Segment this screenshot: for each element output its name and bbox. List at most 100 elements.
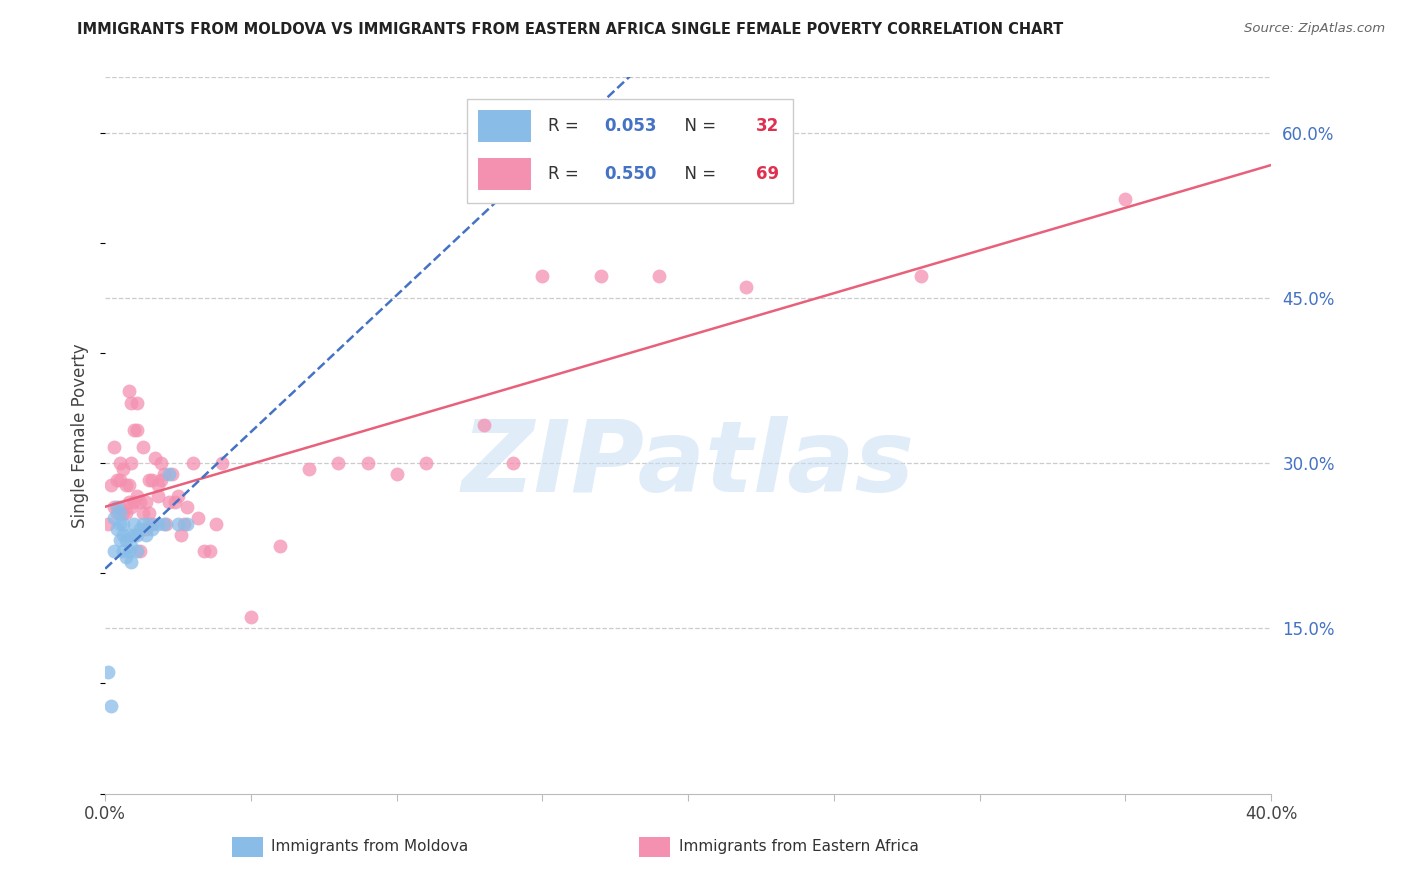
Point <box>103 500 125 515</box>
Text: N =: N = <box>675 165 721 183</box>
Point <box>138 516 160 531</box>
Point <box>146 489 169 503</box>
Text: 0.550: 0.550 <box>605 165 657 183</box>
Point <box>103 511 125 525</box>
Point <box>132 506 155 520</box>
Point <box>124 516 146 531</box>
Point <box>108 473 131 487</box>
Point <box>117 494 139 508</box>
Point <box>129 544 152 558</box>
Text: 32: 32 <box>756 117 779 136</box>
Point <box>100 478 122 492</box>
Point <box>127 489 149 503</box>
Point <box>328 456 350 470</box>
Bar <box>478 158 531 190</box>
Text: Immigrants from Moldova: Immigrants from Moldova <box>271 839 468 855</box>
Point <box>120 555 142 569</box>
Point <box>165 494 187 508</box>
FancyBboxPatch shape <box>467 99 793 202</box>
Point <box>735 280 758 294</box>
Text: R =: R = <box>548 165 585 183</box>
Point <box>114 506 136 520</box>
Point <box>135 522 157 536</box>
Point <box>211 456 233 470</box>
Point <box>157 467 180 482</box>
Point <box>589 268 612 283</box>
Point <box>472 417 495 432</box>
Point <box>502 456 524 470</box>
Point <box>155 516 177 531</box>
Point <box>135 494 157 508</box>
Text: R =: R = <box>548 117 585 136</box>
Point <box>152 467 174 482</box>
Point <box>120 456 142 470</box>
Point <box>117 527 139 541</box>
Point <box>120 500 142 515</box>
Point <box>146 516 169 531</box>
Point <box>176 516 198 531</box>
Text: Source: ZipAtlas.com: Source: ZipAtlas.com <box>1244 22 1385 36</box>
Point <box>176 500 198 515</box>
Point <box>124 423 146 437</box>
Point <box>167 489 190 503</box>
Point <box>117 384 139 399</box>
Point <box>111 461 134 475</box>
Point <box>146 478 169 492</box>
Point <box>141 473 163 487</box>
Point <box>108 506 131 520</box>
Point <box>173 516 195 531</box>
Point <box>648 268 671 283</box>
Point <box>127 395 149 409</box>
Point <box>181 456 204 470</box>
Point <box>105 522 128 536</box>
Text: N =: N = <box>675 117 721 136</box>
Point <box>385 467 408 482</box>
Point <box>97 516 120 531</box>
Point <box>157 494 180 508</box>
Point <box>143 450 166 465</box>
Point <box>111 516 134 531</box>
Point <box>127 423 149 437</box>
Point <box>105 506 128 520</box>
Text: 0.053: 0.053 <box>605 117 657 136</box>
Point <box>105 500 128 515</box>
Point <box>127 527 149 541</box>
Point <box>114 478 136 492</box>
Point <box>141 516 163 531</box>
Point <box>298 461 321 475</box>
Point <box>108 516 131 531</box>
Point <box>193 544 215 558</box>
Point <box>124 494 146 508</box>
Point <box>910 268 932 283</box>
Point <box>149 456 172 470</box>
Point <box>132 440 155 454</box>
Bar <box>478 110 531 142</box>
Point <box>127 544 149 558</box>
Point <box>356 456 378 470</box>
Point <box>167 516 190 531</box>
Point <box>103 544 125 558</box>
Point <box>1114 192 1136 206</box>
Text: ZIPatlas: ZIPatlas <box>461 416 915 513</box>
Point <box>170 527 193 541</box>
Point <box>149 473 172 487</box>
Point <box>108 533 131 548</box>
Text: Immigrants from Eastern Africa: Immigrants from Eastern Africa <box>679 839 918 855</box>
Point <box>141 522 163 536</box>
Point <box>152 516 174 531</box>
Point <box>135 527 157 541</box>
Text: IMMIGRANTS FROM MOLDOVA VS IMMIGRANTS FROM EASTERN AFRICA SINGLE FEMALE POVERTY : IMMIGRANTS FROM MOLDOVA VS IMMIGRANTS FR… <box>77 22 1063 37</box>
Point <box>187 511 209 525</box>
Point <box>105 473 128 487</box>
Point <box>100 698 122 713</box>
Point <box>111 527 134 541</box>
Point <box>114 549 136 564</box>
Point <box>531 268 554 283</box>
Point <box>124 527 146 541</box>
Point <box>415 456 437 470</box>
Point <box>129 522 152 536</box>
Y-axis label: Single Female Poverty: Single Female Poverty <box>72 343 89 528</box>
Point <box>111 506 134 520</box>
Point <box>205 516 228 531</box>
Point <box>103 440 125 454</box>
